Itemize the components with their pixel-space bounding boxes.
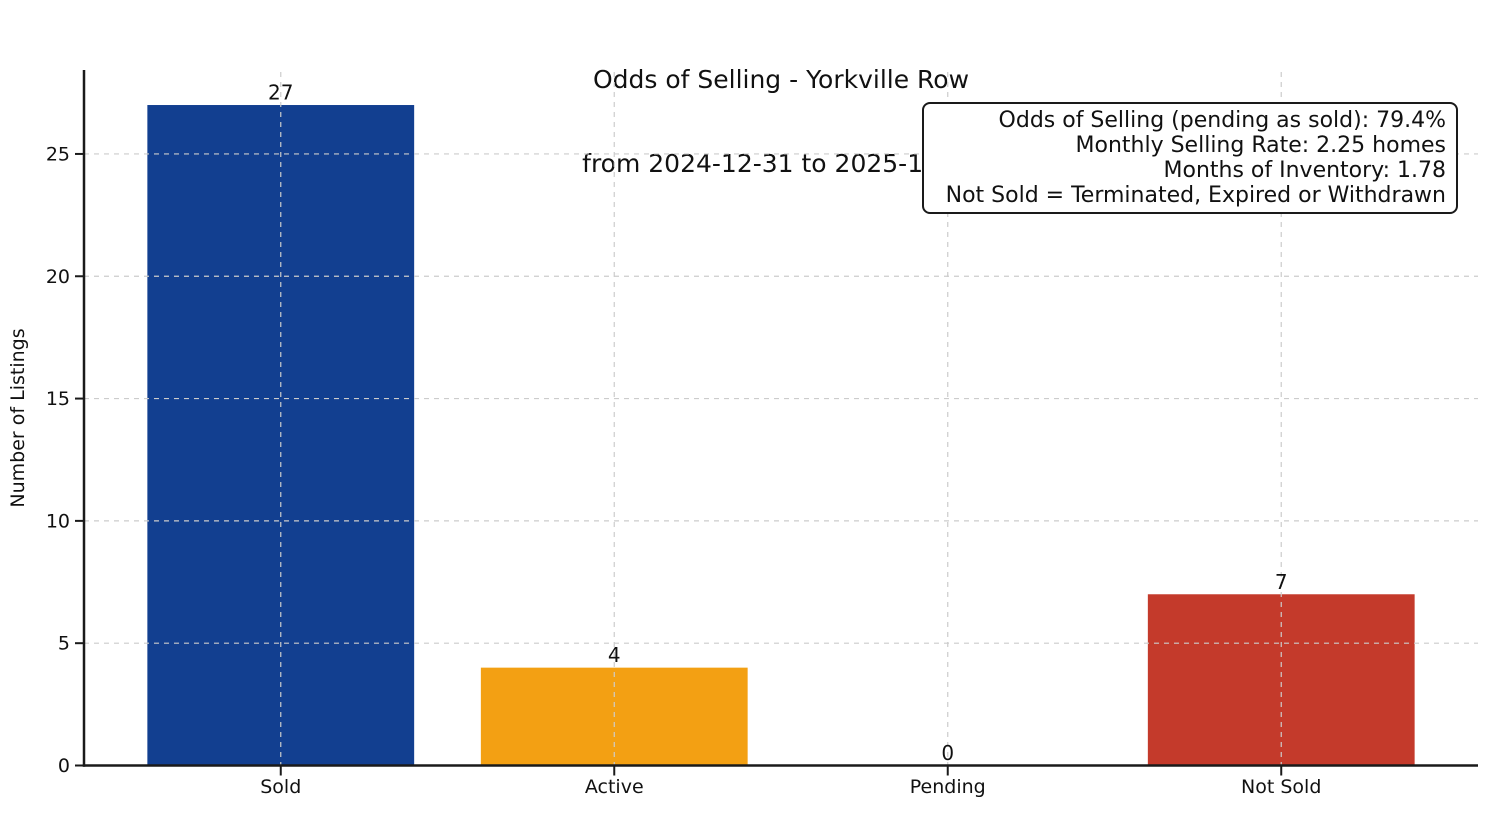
bar-value-label: 0 [941,741,954,765]
y-tick-label: 25 [46,143,70,165]
bar-not-sold [1147,594,1415,766]
y-tick-label: 10 [46,510,70,532]
annotation-line-rate: Monthly Selling Rate: 2.25 homes [1075,133,1446,158]
y-tick-label: 0 [58,755,70,777]
annotation-box: Odds of Selling (pending as sold): 79.4%… [922,102,1458,214]
bar-value-label: 7 [1275,570,1288,594]
y-tick-label: 15 [46,388,70,410]
x-tick-label-sold: Sold [260,776,301,798]
annotation-line-inventory: Months of Inventory: 1.78 [1163,158,1446,183]
x-tick-label-not-sold: Not Sold [1241,776,1321,798]
y-tick-label: 5 [58,633,70,655]
chart-title-line1: Odds of Selling - Yorkville Row [592,65,970,94]
x-tick-label-active: Active [585,776,644,798]
annotation-line-notsold: Not Sold = Terminated, Expired or Withdr… [945,183,1446,208]
bar-value-label: 27 [268,81,293,105]
x-tick-label-pending: Pending [910,776,986,798]
bar-value-label: 4 [608,643,621,667]
annotation-line-odds: Odds of Selling (pending as sold): 79.4% [998,108,1446,133]
y-tick-label: 20 [46,266,70,288]
